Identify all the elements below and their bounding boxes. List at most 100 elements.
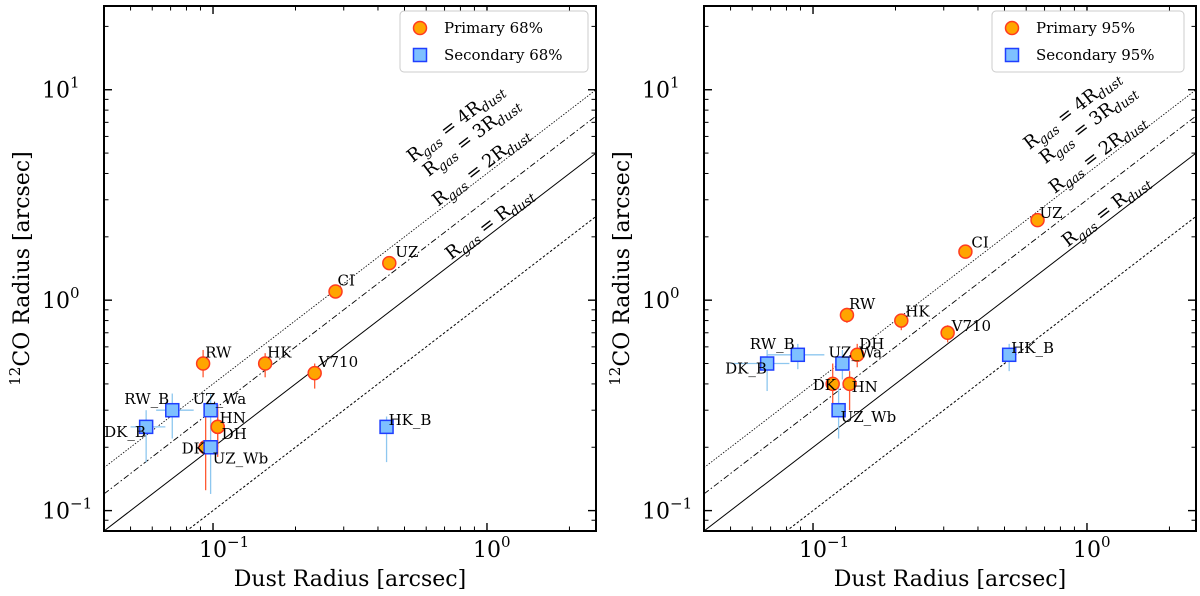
x-tick-label: 100 <box>1073 533 1111 563</box>
point-label-V710: V710 <box>951 317 991 335</box>
point-label-RW_B: RW_B <box>750 335 795 353</box>
point-label-UZ: UZ <box>1040 204 1063 222</box>
axes-frame <box>703 5 1197 532</box>
x-tick-label: 100 <box>473 533 511 563</box>
tick-exp: −1 <box>670 495 692 513</box>
point-label-CI: CI <box>971 234 988 252</box>
point-label-CI: CI <box>338 271 355 289</box>
point-DK_B[interactable] <box>138 419 154 435</box>
point-UZ[interactable] <box>1030 212 1045 228</box>
axes-frame <box>103 5 597 532</box>
point-RW[interactable] <box>839 307 855 323</box>
ratio-line-4x <box>704 89 1196 468</box>
x-tick-label: 10−1 <box>799 533 849 563</box>
legend: Primary 95% Secondary 95% <box>991 10 1185 73</box>
ratio-line-1x <box>785 216 1196 531</box>
point-CI[interactable] <box>328 284 343 299</box>
y-axis-label: 12CO Radius [arcsec] <box>606 151 635 385</box>
legend-box <box>991 10 1185 73</box>
tick-exp: 0 <box>501 533 511 551</box>
tick-base: 10 <box>199 538 227 563</box>
legend: Primary 68% Secondary 68% <box>399 10 589 73</box>
y-tick-label: 10−1 <box>642 495 692 525</box>
tick-exp: 1 <box>670 74 680 92</box>
x-axis-label: Dust Radius [arcsec] <box>234 567 466 592</box>
legend-marker-secondary <box>412 47 428 63</box>
point-DK[interactable] <box>825 376 840 392</box>
point-DH[interactable] <box>849 347 865 363</box>
point-label-HK: HK <box>267 344 292 362</box>
point-HN[interactable] <box>842 376 857 392</box>
point-label-DK_B: DK_B <box>104 423 146 441</box>
label-sub-dust: dust <box>504 130 536 160</box>
tick-exp: 0 <box>70 284 80 302</box>
point-label-V710: V710 <box>318 353 358 371</box>
tick-exp: −1 <box>70 495 92 513</box>
point-label-HK_B: HK_B <box>1011 339 1054 357</box>
point-label-RW: RW <box>205 344 232 362</box>
ratio-line-3x <box>704 115 1196 495</box>
point-label-RW: RW <box>849 295 876 313</box>
point-label-DH: DH <box>222 425 247 443</box>
point-label-HN: HN <box>220 409 246 427</box>
plot-area <box>704 89 1196 531</box>
point-label-DK_B: DK_B <box>725 360 767 378</box>
y-label-main: CO Radius [arcsec] <box>10 151 35 366</box>
legend-label: Secondary 68% <box>444 46 563 64</box>
tick-base: 10 <box>799 538 827 563</box>
legend-label: Primary 68% <box>444 19 543 37</box>
point-V710[interactable] <box>307 365 322 381</box>
tick-base: 10 <box>473 538 501 563</box>
y-label-sup: 12 <box>606 367 624 386</box>
point-V710[interactable] <box>940 325 955 341</box>
label-sub-dust: dust <box>1120 117 1152 147</box>
tick-base: 10 <box>642 289 670 314</box>
point-RW_B[interactable] <box>165 402 180 418</box>
legend-marker-secondary <box>1004 47 1020 63</box>
ratio-line-3x <box>104 115 596 495</box>
y-tick-label: 100 <box>642 284 680 314</box>
legend-marker-primary <box>412 20 428 36</box>
tick-base: 10 <box>42 79 70 104</box>
ratio-line-2x <box>104 152 596 531</box>
point-HK[interactable] <box>894 313 909 328</box>
point-RW_B[interactable] <box>790 347 806 363</box>
legend-box <box>399 10 589 73</box>
tick-exp: 0 <box>670 284 680 302</box>
y-axis-label: 12CO Radius [arcsec] <box>6 151 35 385</box>
plot-area <box>104 89 596 531</box>
point-label-UZ_Wb: UZ_Wb <box>213 449 269 467</box>
point-HK_B[interactable] <box>1001 347 1017 363</box>
point-UZ_Wa[interactable] <box>835 356 850 371</box>
ratio-line-4x <box>104 89 596 468</box>
point-label-DK: DK <box>813 376 837 394</box>
point-RW[interactable] <box>195 356 211 371</box>
tick-base: 10 <box>642 500 670 525</box>
point-HK_B[interactable] <box>379 419 394 435</box>
point-label-UZ: UZ <box>395 243 418 261</box>
point-label-HK: HK <box>905 303 930 321</box>
label-sub-dust: dust <box>1124 177 1156 207</box>
point-label-DK: DK <box>182 439 206 457</box>
point-CI[interactable] <box>958 244 973 259</box>
label-sub-dust: dust <box>508 190 540 220</box>
point-label-DH: DH <box>859 335 884 353</box>
tick-base: 10 <box>1073 538 1101 563</box>
point-UZ[interactable] <box>382 255 397 271</box>
y-label-sup: 12 <box>6 367 24 386</box>
y-tick-label: 100 <box>42 284 80 314</box>
tick-base: 10 <box>42 500 70 525</box>
point-DK_B[interactable] <box>759 356 775 371</box>
point-DH[interactable] <box>210 419 225 435</box>
point-UZ_Wb[interactable] <box>203 440 218 455</box>
legend-label: Primary 95% <box>1036 19 1135 37</box>
tick-exp: 0 <box>1101 533 1111 551</box>
tick-base: 10 <box>642 79 670 104</box>
point-UZ_Wb[interactable] <box>831 402 846 418</box>
point-UZ_Wa[interactable] <box>203 402 218 418</box>
point-HK[interactable] <box>257 356 273 371</box>
point-label-UZ_Wa: UZ_Wa <box>828 344 882 362</box>
point-label-RW_B: RW_B <box>124 390 169 408</box>
